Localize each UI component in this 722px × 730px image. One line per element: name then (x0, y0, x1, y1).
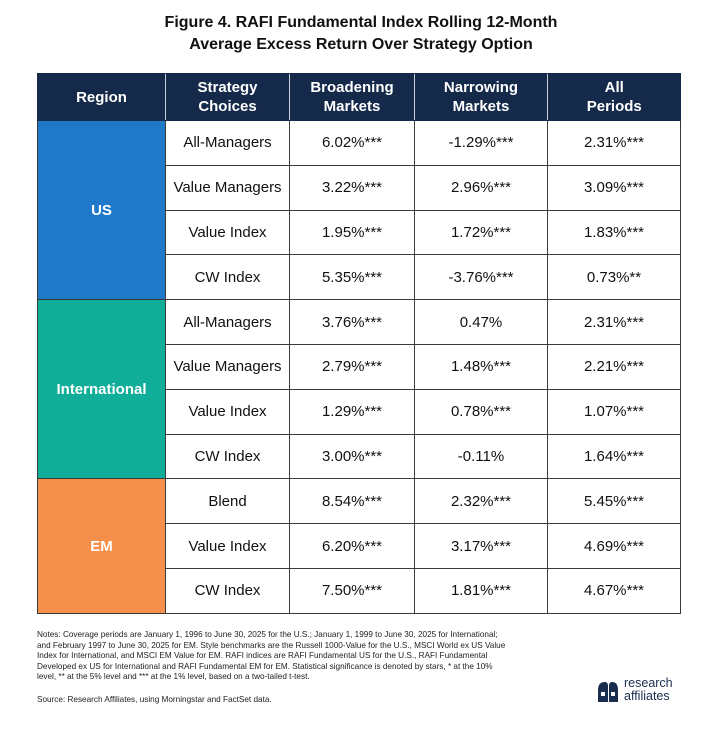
table-row: Value Managers 3.22%*** 2.96%*** 3.09%**… (38, 164, 681, 211)
broadening-cell: 1.29%*** (289, 388, 415, 435)
research-affiliates-logo-mark-icon (597, 679, 619, 703)
header-all-periods: All Periods (547, 73, 681, 121)
table-row: Value Index 1.29%*** 0.78%*** 1.07%*** (38, 388, 681, 435)
region-cell-us: US (37, 119, 166, 301)
narrowing-cell: 1.81%*** (414, 567, 548, 614)
narrowing-cell: -3.76%*** (414, 254, 548, 301)
narrowing-cell: 0.47% (414, 299, 548, 345)
source-text: Source: Research Affiliates, using Morni… (37, 695, 272, 704)
notes-text: Notes: Coverage periods are January 1, 1… (37, 630, 547, 683)
results-table-container: Region Strategy Choices Broadening Markets… (37, 73, 681, 614)
narrowing-cell: 3.17%*** (414, 523, 548, 569)
all-periods-cell: 2.31%*** (547, 120, 681, 166)
table-row: Value Index 6.20%*** 3.17%*** 4.69%*** (38, 523, 681, 569)
region-cell-em: EM (37, 478, 166, 614)
broadening-cell: 3.76%*** (289, 299, 415, 345)
header-row: Region Strategy Choices Broadening Markets… (37, 73, 681, 121)
results-table: Region Strategy Choices Broadening Markets… (37, 73, 681, 614)
all-periods-cell: 0.73%** (547, 254, 681, 301)
all-periods-cell: 5.45%*** (547, 478, 681, 525)
strategy-cell: All-Managers (165, 299, 290, 345)
broadening-cell: 5.35%*** (289, 254, 415, 301)
all-periods-cell: 2.21%*** (547, 343, 681, 390)
strategy-cell: All-Managers (165, 120, 290, 166)
table-row: Value Index 1.95%*** 1.72%*** 1.83%*** (38, 209, 681, 256)
narrowing-cell: -1.29%*** (414, 120, 548, 166)
broadening-cell: 7.50%*** (289, 567, 415, 614)
all-periods-cell: 1.64%*** (547, 433, 681, 480)
all-periods-cell: 3.09%*** (547, 164, 681, 211)
header-narrowing: Narrowing Markets (414, 73, 548, 121)
narrowing-cell: 2.96%*** (414, 164, 548, 211)
narrowing-cell: 0.78%*** (414, 388, 548, 435)
narrowing-cell: 1.48%*** (414, 343, 548, 390)
table-row: US All-Managers 6.02%*** -1.29%*** 2.31%… (37, 119, 681, 301)
strategy-cell: CW Index (165, 567, 290, 614)
notes-line: Notes: Coverage periods are January 1, 1… (37, 630, 498, 639)
logo-line-1: research (624, 676, 673, 690)
table-row: EM Blend 8.54%*** 2.32%*** 5.45%*** (37, 478, 681, 614)
narrowing-cell: 1.72%*** (414, 209, 548, 256)
table-row: CW Index 7.50%*** 1.81%*** 4.67%*** (38, 567, 681, 614)
strategy-cell: CW Index (165, 254, 290, 301)
notes-line: Index for International, and MSCI EM Val… (37, 651, 488, 661)
notes-line: Developed ex US for International and RA… (37, 661, 493, 671)
strategy-cell: Value Index (165, 523, 290, 569)
notes-line: level, ** at the 5% level and *** at the… (37, 672, 310, 682)
broadening-cell: 1.95%*** (289, 209, 415, 256)
broadening-cell: 3.00%*** (289, 433, 415, 480)
all-periods-cell: 2.31%*** (547, 299, 681, 345)
header-region: Region (37, 73, 166, 121)
strategy-cell: Value Managers (165, 343, 290, 390)
notes-line: and February 1997 to June 30, 2025 for E… (37, 640, 506, 650)
strategy-cell: Value Managers (165, 164, 290, 211)
strategy-cell: CW Index (165, 433, 290, 480)
strategy-cell: Blend (165, 478, 290, 525)
broadening-cell: 6.20%*** (289, 523, 415, 569)
broadening-cell: 3.22%*** (289, 164, 415, 211)
header-broadening: Broadening Markets (289, 73, 415, 121)
region-cell-international: International (37, 299, 166, 480)
table-row: CW Index 3.00%*** -0.11% 1.64%*** (38, 433, 681, 480)
title-line-1: Figure 4. RAFI Fundamental Index Rolling… (164, 14, 558, 31)
table-row: International All-Managers 3.76%*** 0.47… (37, 299, 681, 480)
header-strategy: Strategy Choices (165, 73, 290, 121)
broadening-cell: 6.02%*** (289, 120, 415, 166)
strategy-cell: Value Index (165, 209, 290, 256)
all-periods-cell: 1.07%*** (547, 388, 681, 435)
all-periods-cell: 4.67%*** (547, 567, 681, 614)
logo-line-2: affiliates (624, 688, 670, 703)
narrowing-cell: -0.11% (414, 433, 548, 480)
broadening-cell: 8.54%*** (289, 478, 415, 525)
table-row: CW Index 5.35%*** -3.76%*** 0.73%** (38, 254, 681, 301)
all-periods-cell: 1.83%*** (547, 209, 681, 256)
broadening-cell: 2.79%*** (289, 343, 415, 390)
title-line-2: Average Excess Return Over Strategy Opti… (189, 36, 533, 53)
figure-title: Figure 4. RAFI Fundamental Index Rolling… (0, 12, 722, 56)
narrowing-cell: 2.32%*** (414, 478, 548, 525)
table-row: Value Managers 2.79%*** 1.48%*** 2.21%**… (38, 343, 681, 390)
logo-wordmark: research affiliates (624, 677, 673, 702)
all-periods-cell: 4.69%*** (547, 523, 681, 569)
research-affiliates-logo: research affiliates (597, 675, 687, 709)
strategy-cell: Value Index (165, 388, 290, 435)
